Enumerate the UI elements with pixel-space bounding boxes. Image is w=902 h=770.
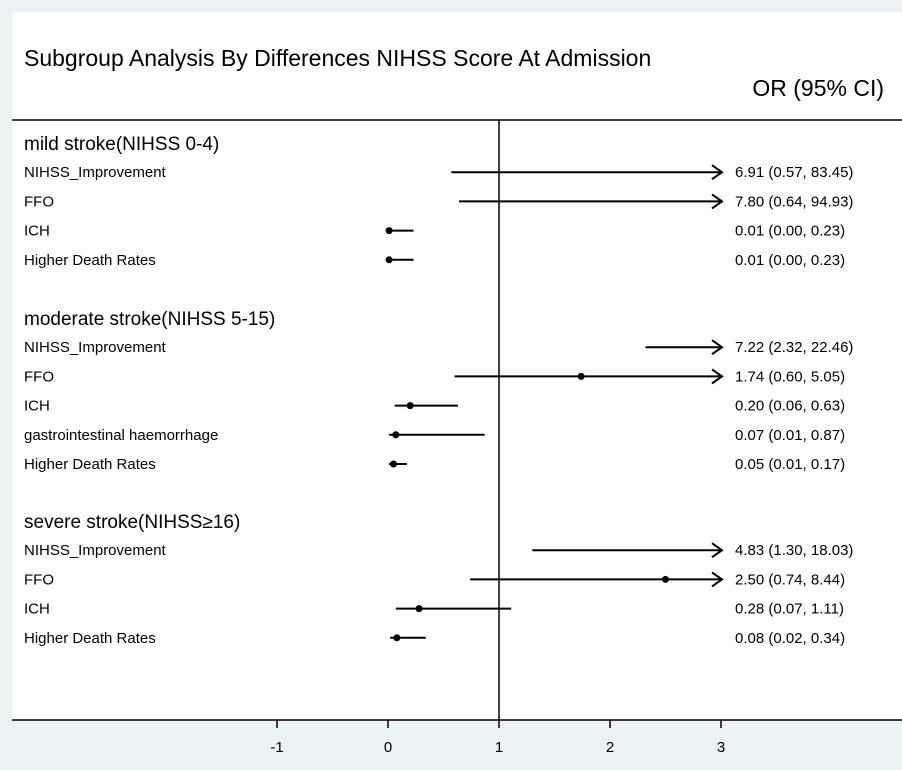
plot-panel (12, 12, 902, 720)
row-label: FFO (24, 193, 54, 210)
or-ci-value: 1.74 (0.60, 5.05) (735, 368, 845, 385)
or-ci-value: 0.05 (0.01, 0.17) (735, 456, 845, 473)
x-tick-label: 0 (384, 739, 392, 756)
row-label: NIHSS_Improvement (24, 339, 167, 356)
chart-title: Subgroup Analysis By Differences NIHSS S… (24, 45, 651, 71)
point-estimate (393, 634, 401, 642)
row-label: FFO (24, 571, 54, 588)
or-ci-header: OR (95% CI) (752, 75, 884, 101)
or-ci-value: 7.80 (0.64, 94.93) (735, 193, 853, 210)
rows-layer: mild stroke(NIHSS 0-4) NIHSS_Improvement 6… (24, 134, 853, 647)
or-ci-value: 2.50 (0.74, 8.44) (735, 571, 845, 588)
row-label: FFO (24, 368, 54, 385)
x-tick-label: -1 (270, 739, 283, 756)
ci-arrow (711, 571, 724, 588)
or-ci-value: 6.91 (0.57, 83.45) (735, 164, 853, 181)
ci-arrow (711, 542, 724, 559)
point-estimate (390, 460, 398, 468)
x-axis: -1 0 1 2 3 (270, 720, 725, 756)
point-estimate (577, 372, 585, 380)
row-label: Higher Death Rates (24, 630, 156, 647)
row-label: gastrointestinal haemorrhage (24, 427, 218, 444)
or-ci-value: 0.01 (0.00, 0.23) (735, 252, 845, 269)
point-estimate (385, 256, 393, 264)
x-tick-label: 3 (717, 739, 725, 756)
ci-arrow (711, 339, 724, 356)
ci-arrow (711, 193, 724, 210)
ci-arrow (711, 164, 724, 181)
group-heading: mild stroke(NIHSS 0-4) (24, 134, 219, 155)
or-ci-value: 7.22 (2.32, 22.46) (735, 339, 853, 356)
point-estimate (662, 575, 669, 583)
row-label: ICH (24, 601, 50, 618)
point-estimate (392, 431, 400, 439)
row-label: NIHSS_Improvement (24, 164, 167, 181)
point-estimate (415, 605, 423, 613)
row-label: ICH (24, 223, 50, 240)
x-tick-label: 1 (495, 739, 503, 756)
row-label: ICH (24, 398, 50, 415)
or-ci-value: 0.08 (0.02, 0.34) (735, 630, 845, 647)
group-heading: severe stroke(NIHSS≥16) (24, 512, 240, 533)
or-ci-value: 0.20 (0.06, 0.63) (735, 398, 845, 415)
row-label: Higher Death Rates (24, 456, 156, 473)
point-estimate (406, 402, 414, 410)
or-ci-value: 0.07 (0.01, 0.87) (735, 427, 845, 444)
row-label: NIHSS_Improvement (24, 542, 167, 559)
row-label: Higher Death Rates (24, 252, 156, 269)
group-heading: moderate stroke(NIHSS 5-15) (24, 309, 275, 330)
or-ci-value: 0.01 (0.00, 0.23) (735, 223, 845, 240)
or-ci-value: 4.83 (1.30, 18.03) (735, 542, 853, 559)
point-estimate (385, 227, 393, 235)
or-ci-value: 0.28 (0.07, 1.11) (735, 601, 844, 618)
ci-arrow (711, 368, 724, 385)
x-tick-label: 2 (606, 739, 614, 756)
